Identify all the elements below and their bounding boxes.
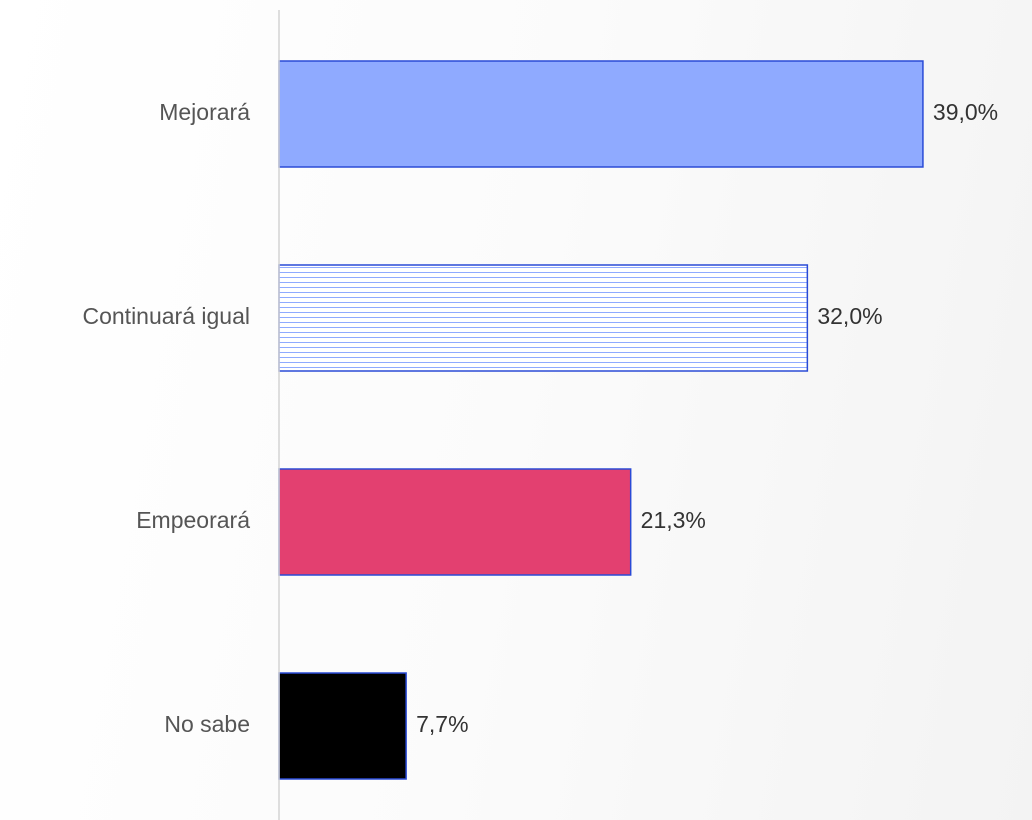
value-label: 7,7%: [416, 711, 468, 737]
category-label: Mejorará: [159, 99, 250, 125]
bar: [278, 468, 632, 576]
bar: [278, 60, 924, 168]
value-label: 39,0%: [933, 99, 998, 125]
category-label: Continuará igual: [82, 303, 250, 329]
value-label: 21,3%: [641, 507, 706, 533]
category-label: No sabe: [164, 711, 250, 737]
value-label: 32,0%: [817, 303, 882, 329]
category-label: Empeorará: [136, 507, 250, 533]
bar: [278, 672, 407, 780]
bar: [278, 264, 809, 372]
